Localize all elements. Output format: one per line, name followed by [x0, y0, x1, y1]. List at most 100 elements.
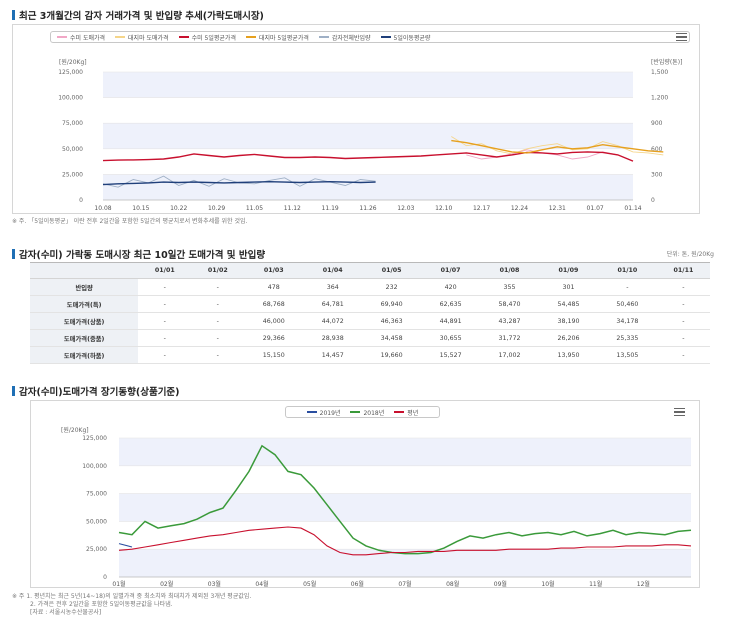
table-header-date: 01/04 — [303, 262, 363, 279]
section2-title-text: 감자(수미) 가락동 도매시장 최근 10일간 도매가격 및 반입량 — [19, 250, 266, 261]
table-header-date: 01/01 — [138, 262, 192, 279]
section3-note1: ※ 주 1. 평년치는 최근 5년(14~18)의 일별가격 중 최소치와 최대… — [12, 593, 252, 600]
table-cell: 46,363 — [362, 312, 422, 330]
legend-label-daeji-ma: 대지마 5일평균가격 — [258, 34, 309, 42]
legend-label-2018: 2018년 — [363, 409, 385, 417]
legend-item-2019[interactable]: 2019년 — [306, 408, 341, 417]
x-tick-label: 02월 — [160, 580, 173, 588]
table-cell: - — [138, 346, 192, 364]
x-tick-label: 10.15 — [132, 205, 149, 212]
table-cell: 25,335 — [597, 329, 657, 347]
y-tick-label: 125,000 — [58, 69, 83, 76]
legend-swatch-daeji — [115, 36, 126, 38]
legend-item-2018[interactable]: 2018년 — [350, 408, 384, 417]
table-cell: 31,772 — [480, 329, 539, 347]
table-header-date: 01/11 — [656, 262, 710, 279]
y-axis-title: [원/20Kg] — [61, 426, 89, 434]
legend-label-in-ma: 5일이동평균량 — [393, 34, 431, 42]
legend-item-in-ma[interactable]: 5일이동평균량 — [380, 33, 431, 42]
x-tick-label: 10.29 — [208, 205, 225, 212]
table-cell: 232 — [362, 278, 422, 296]
table-header-date: 01/10 — [597, 262, 657, 279]
series-line — [451, 139, 664, 154]
section1-note: ※ 주. 「5일이동평균」 이란 전후 2일간을 포함한 5일간의 평균치로서 … — [12, 218, 248, 225]
y2-tick-label: 1,500 — [651, 69, 668, 76]
table-cell: 26,206 — [539, 329, 598, 347]
chart1-menu-icon[interactable] — [676, 33, 687, 41]
y2-axis-title: [반입량(톤)] — [651, 58, 682, 66]
plot-band — [103, 72, 633, 98]
chart2-menu-icon[interactable] — [674, 408, 685, 416]
table-row: 도매가격(특) - -68,768 64,781 69,940 62,635 58,470 5… — [30, 295, 710, 313]
table-row-label: 도매가격(중품) — [30, 329, 139, 347]
y-tick-label: 0 — [79, 197, 83, 204]
legend-label-2019: 2019년 — [319, 409, 341, 417]
plot-band — [119, 493, 691, 522]
x-tick-label: 12.31 — [549, 205, 566, 212]
table-row-label: 도매가격(상품) — [30, 312, 139, 330]
section3-note2: 2. 가격은 전후 2일간을 포함한 5일이동평균값을 나타냄. — [30, 601, 173, 608]
y-tick-label: 100,000 — [82, 463, 107, 470]
legend-swatch-total-in — [318, 36, 329, 38]
legend-label-avg: 평년 — [407, 409, 419, 417]
table-header-row: 01/01 01/02 01/03 01/04 01/05 01/07 01/08 01/09… — [30, 262, 710, 279]
chart1-svg: 0 25,000 50,000 75,000 100,000 125,000 0 300 600… — [58, 58, 682, 212]
y2-tick-label: 0 — [651, 197, 655, 204]
y-tick-label: 0 — [103, 574, 107, 581]
chart2-legend: 2019년 2018년 평년 — [285, 406, 440, 418]
legend-item-avg[interactable]: 평년 — [394, 408, 418, 417]
table-cell: 50,460 — [597, 295, 657, 313]
table-cell: 13,505 — [597, 346, 657, 364]
legend-item-sumi[interactable]: 수미 도매가격 — [57, 33, 105, 42]
series-line — [102, 151, 634, 162]
section3-title-text: 감자(수미)도매가격 장기동향(상품기준) — [19, 387, 180, 398]
table-cell: - — [138, 312, 192, 330]
legend-item-daeji[interactable]: 대지마 도매가격 — [115, 33, 169, 42]
table-cell: 14,457 — [303, 346, 363, 364]
section2-title: 감자(수미) 가락동 도매시장 최근 10일간 도매가격 및 반입량 — [12, 247, 265, 261]
table-cell: - — [138, 278, 192, 296]
table-cell: - — [656, 346, 710, 364]
legend-swatch-avg — [394, 411, 405, 413]
table-header-blank — [30, 262, 139, 279]
section1-title: 최근 3개월간의 감자 거래가격 및 반입량 추세(가락도매시장) — [12, 8, 264, 22]
title-marker — [12, 386, 15, 396]
legend-item-sumi-ma[interactable]: 수미 5일평균가격 — [178, 33, 236, 42]
y2-tick-label: 1,200 — [651, 95, 668, 102]
table-row: 도매가격(중품) - -29,366 28,938 34,458 30,655 31,772… — [30, 329, 710, 347]
table-header-date: 01/02 — [191, 262, 245, 279]
x-tick-label: 11.19 — [322, 205, 339, 212]
table-header-date: 01/05 — [362, 262, 422, 279]
legend-item-total-in[interactable]: 감자전체반입량 — [318, 33, 371, 42]
table-cell: 29,366 — [244, 329, 304, 347]
x-tick-label: 12.24 — [511, 205, 528, 212]
chart2-svg: 0 25,000 50,000 75,000 100,000 125,000[원/20Kg… — [61, 426, 692, 588]
y-tick-label: 50,000 — [62, 146, 83, 153]
table-cell: 13,950 — [539, 346, 598, 364]
table-row-label: 도매가격(특) — [30, 295, 139, 313]
x-tick-label: 01.07 — [587, 205, 604, 212]
table-cell: 38,190 — [539, 312, 598, 330]
x-tick-label: 04월 — [255, 580, 268, 588]
table-cell: 420 — [421, 278, 481, 296]
table-cell: 68,768 — [244, 295, 304, 313]
x-tick-label: 12월 — [637, 580, 650, 588]
y2-tick-label: 600 — [651, 146, 663, 153]
legend-item-daeji-ma[interactable]: 대지마 5일평균가격 — [245, 33, 309, 42]
y-tick-label: 100,000 — [58, 95, 83, 102]
x-tick-label: 10월 — [541, 580, 554, 588]
table-cell: 301 — [539, 278, 598, 296]
table-cell: 34,458 — [362, 329, 422, 347]
legend-swatch-2018 — [350, 411, 361, 413]
table-cell: 44,072 — [303, 312, 363, 330]
legend-label-sumi-ma: 수미 5일평균가격 — [191, 34, 236, 42]
table-cell: 64,781 — [303, 295, 363, 313]
table-cell: 46,000 — [244, 312, 304, 330]
table-cell: - — [191, 329, 245, 347]
table-cell: 54,485 — [539, 295, 598, 313]
table-cell: - — [138, 329, 192, 347]
table-cell: 58,470 — [480, 295, 539, 313]
table-cell: 62,635 — [421, 295, 481, 313]
legend-swatch-in-ma — [380, 36, 391, 38]
table-header-date: 01/03 — [244, 262, 304, 279]
